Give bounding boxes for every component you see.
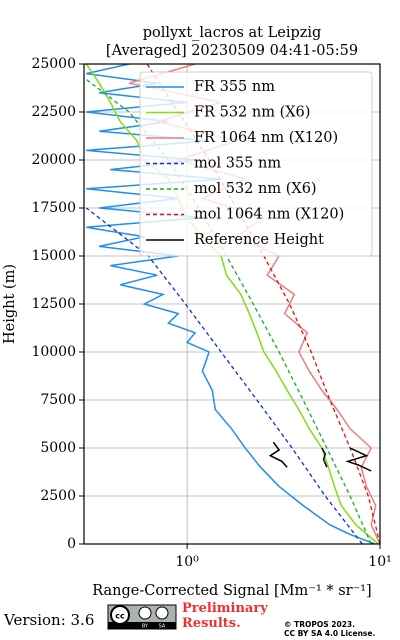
legend: FR 355 nm FR 532 nm (X6) FR 1064 nm (X120)… [139,71,373,257]
legend-label: mol 1064 nm (X120) [194,207,344,223]
legend-label: FR 532 nm (X6) [194,105,310,121]
cc-logo [110,605,130,625]
legend-label: FR 355 nm [194,79,275,95]
series-line [85,64,379,544]
y-tick-label: 5000 [40,440,76,456]
x-tick-label: 10¹ [368,554,391,570]
chart-subtitle: [Averaged] 20230509 04:41-05:59 [106,43,358,59]
y-tick-label: 0 [67,536,76,552]
legend-label: Reference Height [194,232,324,248]
x-axis-label: Range-Corrected Signal [Mm⁻¹ * sr⁻¹] [92,583,371,599]
y-tick-label: 25000 [31,56,76,72]
y-tick-label: 7500 [40,392,76,408]
y-axis-label: Height (m) [2,264,18,344]
y-tick-label: 15000 [31,248,76,264]
by-icon [138,606,152,620]
series-line [85,207,363,544]
copyright: © TROPOS 2023. [284,620,355,629]
legend-label: mol 355 nm [194,156,281,172]
y-tick-label: 10000 [31,344,76,360]
legend-label: FR 1064 nm (X120) [194,130,338,146]
plot-frame [83,63,381,545]
y-tick-label: 20000 [31,152,76,168]
badge-cc: cc [115,612,125,621]
badge-sa: SA [159,624,166,630]
x-tick-label: 10⁰ [175,554,199,570]
license: CC BY SA 4.0 License. [284,629,375,638]
y-tick-label: 22500 [31,104,76,120]
badge-by: BY [142,624,149,630]
legend-box [139,71,373,257]
status-box: Preliminary Results. [182,601,268,631]
cc-badge-strip [108,622,176,629]
chart-title: pollyxt_lacros at Leipzig [143,25,322,41]
grid: 0 2500 5000 7500 10000 12500 15000 17500 20000 22… [31,56,391,570]
version: Version: 3.6 [3,611,94,629]
series-line [86,64,376,544]
y-tick-label: 17500 [31,200,76,216]
footer: Version: 3.6 cc BY SA Preliminary Result… [3,601,375,638]
y-tick-label: 12500 [31,296,76,312]
y-tick-label: 2500 [40,488,76,504]
series-line [268,441,372,472]
sa-icon [155,606,169,620]
status: Preliminary Results. [182,601,268,631]
legend-label: mol 532 nm (X6) [194,181,317,197]
